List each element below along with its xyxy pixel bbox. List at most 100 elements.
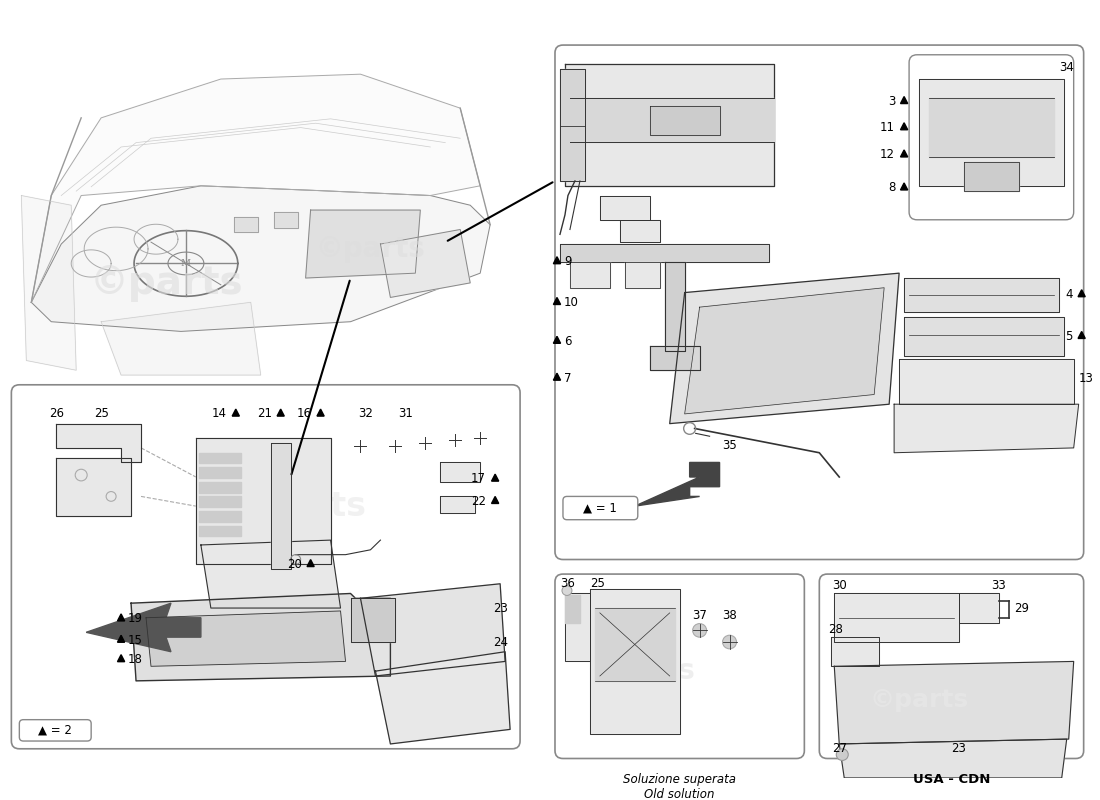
Text: 22: 22 bbox=[471, 494, 486, 508]
Polygon shape bbox=[901, 97, 908, 103]
Polygon shape bbox=[307, 559, 315, 566]
Text: 17: 17 bbox=[471, 473, 486, 486]
Text: 18: 18 bbox=[128, 653, 143, 666]
Text: 16: 16 bbox=[297, 407, 311, 421]
Polygon shape bbox=[894, 404, 1079, 453]
Text: 19: 19 bbox=[128, 612, 143, 626]
Text: 8: 8 bbox=[888, 182, 895, 194]
Text: 28: 28 bbox=[828, 623, 843, 636]
Polygon shape bbox=[351, 598, 395, 642]
Text: 12: 12 bbox=[880, 148, 895, 162]
Polygon shape bbox=[959, 594, 999, 622]
Polygon shape bbox=[839, 739, 1067, 778]
Text: 13: 13 bbox=[1079, 371, 1093, 385]
Polygon shape bbox=[199, 453, 241, 463]
Text: 36: 36 bbox=[561, 578, 575, 590]
FancyBboxPatch shape bbox=[11, 385, 520, 749]
Polygon shape bbox=[199, 526, 241, 536]
FancyBboxPatch shape bbox=[563, 497, 638, 520]
Text: 9: 9 bbox=[564, 255, 572, 268]
Polygon shape bbox=[101, 302, 261, 375]
Polygon shape bbox=[619, 220, 660, 242]
Polygon shape bbox=[904, 317, 1064, 356]
Polygon shape bbox=[570, 98, 774, 142]
Polygon shape bbox=[832, 637, 879, 666]
Text: 33: 33 bbox=[991, 579, 1006, 592]
Text: 37: 37 bbox=[692, 610, 707, 622]
Polygon shape bbox=[201, 540, 341, 608]
Text: 34: 34 bbox=[1059, 61, 1074, 74]
Polygon shape bbox=[920, 79, 1064, 186]
Text: 21: 21 bbox=[256, 407, 272, 421]
Text: 6: 6 bbox=[564, 334, 572, 348]
Polygon shape bbox=[56, 424, 141, 462]
Polygon shape bbox=[199, 467, 241, 478]
Polygon shape bbox=[565, 65, 774, 186]
Polygon shape bbox=[492, 497, 498, 503]
Polygon shape bbox=[232, 409, 240, 416]
Polygon shape bbox=[131, 594, 390, 681]
Polygon shape bbox=[560, 70, 585, 181]
Polygon shape bbox=[361, 584, 505, 676]
Polygon shape bbox=[553, 257, 561, 264]
Text: Old solution: Old solution bbox=[645, 788, 715, 800]
Text: 24: 24 bbox=[493, 635, 507, 649]
Circle shape bbox=[723, 635, 737, 649]
Polygon shape bbox=[306, 210, 420, 278]
Polygon shape bbox=[600, 195, 650, 220]
Text: 26: 26 bbox=[48, 407, 64, 421]
Text: 23: 23 bbox=[952, 742, 967, 755]
FancyBboxPatch shape bbox=[820, 574, 1084, 758]
Polygon shape bbox=[670, 273, 899, 424]
Text: 10: 10 bbox=[564, 296, 579, 309]
Polygon shape bbox=[375, 652, 510, 744]
Polygon shape bbox=[86, 603, 201, 652]
Polygon shape bbox=[901, 150, 908, 157]
Polygon shape bbox=[146, 611, 345, 666]
Polygon shape bbox=[199, 497, 241, 507]
Polygon shape bbox=[834, 662, 1074, 744]
Text: ©parts: ©parts bbox=[89, 264, 243, 302]
Text: ©parts: ©parts bbox=[585, 657, 695, 685]
Text: 30: 30 bbox=[832, 579, 847, 592]
FancyBboxPatch shape bbox=[909, 54, 1074, 220]
Polygon shape bbox=[625, 262, 660, 288]
Text: 14: 14 bbox=[212, 407, 227, 421]
Polygon shape bbox=[118, 614, 124, 621]
Polygon shape bbox=[964, 162, 1019, 190]
Text: 27: 27 bbox=[832, 742, 847, 755]
Polygon shape bbox=[118, 635, 124, 642]
Text: 25: 25 bbox=[94, 407, 109, 421]
Polygon shape bbox=[199, 482, 241, 493]
Text: M: M bbox=[180, 259, 191, 268]
Polygon shape bbox=[381, 230, 470, 298]
Text: 23: 23 bbox=[493, 602, 507, 614]
Polygon shape bbox=[664, 262, 684, 351]
Polygon shape bbox=[234, 217, 257, 233]
Polygon shape bbox=[553, 336, 561, 343]
Text: 20: 20 bbox=[287, 558, 301, 571]
Text: 7: 7 bbox=[564, 371, 572, 385]
Polygon shape bbox=[31, 186, 491, 331]
Polygon shape bbox=[595, 608, 674, 681]
Text: 5: 5 bbox=[1065, 330, 1072, 342]
Polygon shape bbox=[277, 409, 284, 416]
Polygon shape bbox=[650, 106, 719, 135]
Circle shape bbox=[836, 749, 848, 761]
Polygon shape bbox=[930, 98, 1054, 157]
Polygon shape bbox=[590, 589, 680, 734]
Polygon shape bbox=[553, 373, 561, 380]
Polygon shape bbox=[635, 462, 719, 506]
Text: 15: 15 bbox=[128, 634, 143, 646]
Text: ©parts: ©parts bbox=[683, 351, 836, 390]
Polygon shape bbox=[271, 443, 290, 570]
Polygon shape bbox=[565, 594, 590, 662]
Text: 38: 38 bbox=[723, 610, 737, 622]
Polygon shape bbox=[118, 654, 124, 662]
Polygon shape bbox=[650, 346, 700, 370]
Polygon shape bbox=[899, 358, 1074, 404]
Polygon shape bbox=[1078, 331, 1086, 338]
Text: ©parts: ©parts bbox=[316, 235, 426, 263]
Text: Soluzione superata: Soluzione superata bbox=[624, 773, 736, 786]
Text: 4: 4 bbox=[1065, 288, 1072, 301]
